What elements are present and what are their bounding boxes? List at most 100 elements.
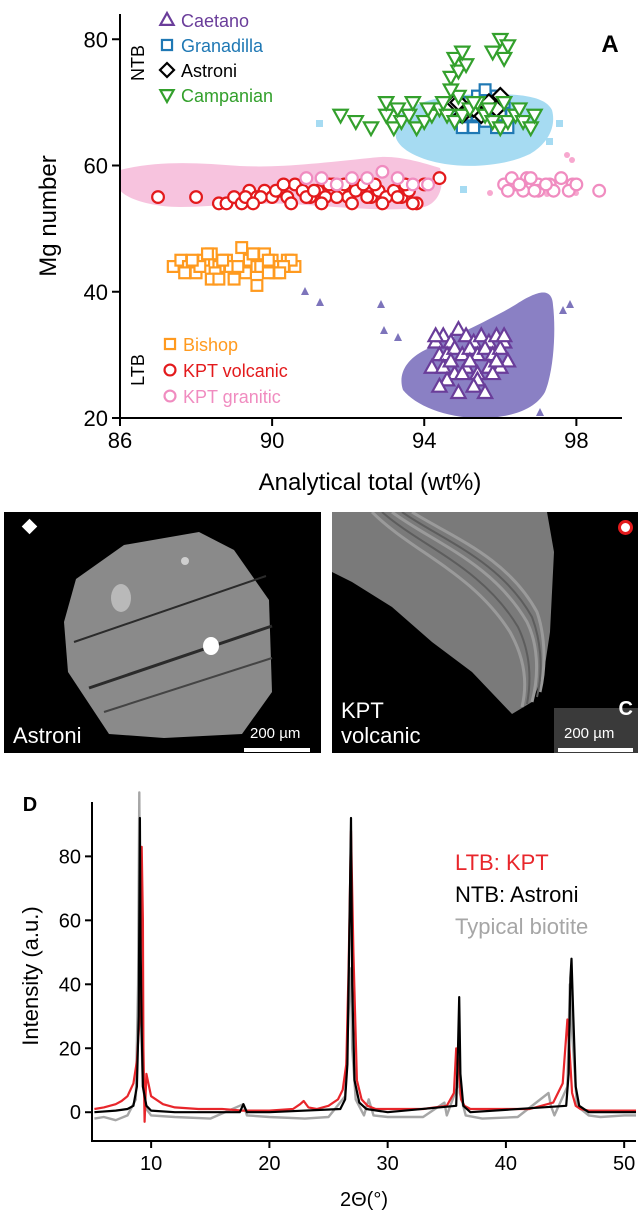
- y-tick-label: 40: [84, 280, 108, 305]
- campanian-point: [434, 96, 453, 113]
- small-dot: [564, 152, 570, 158]
- kpt-volcanic-point: [405, 196, 420, 211]
- scale-bar-label: 200 µm: [250, 725, 301, 742]
- panel-letter-a: A: [601, 31, 618, 58]
- campanian-point: [445, 51, 464, 68]
- campanian-point: [415, 114, 434, 132]
- campanian-point: [441, 83, 460, 100]
- caetano-point: [495, 326, 514, 343]
- campanian-point: [510, 102, 529, 119]
- kpt-granitic-point: [299, 171, 314, 186]
- kpt-granitic-point: [523, 171, 538, 186]
- kpt-granitic-point: [538, 177, 553, 192]
- kpt-granitic-point: [345, 171, 359, 186]
- legend: Caetano Granadilla Astroni Campanian Bishop K…: [158, 10, 288, 407]
- campanian-point: [419, 102, 438, 119]
- bishop-point: [273, 266, 287, 280]
- kpt-volcanic-point: [284, 196, 299, 211]
- y-tick-label: 60: [84, 154, 108, 179]
- xrd-series-lines: [94, 791, 636, 1123]
- y-tick-label: 20: [84, 406, 108, 431]
- caetano-point: [449, 319, 468, 336]
- small-lightblue-squares: [316, 120, 563, 193]
- campanian-point: [403, 96, 422, 113]
- bishop-point: [178, 266, 192, 280]
- small-triangle: [566, 300, 574, 308]
- legend: LTB: KPT NTB: Astroni Typical biotite: [455, 850, 588, 939]
- kpt-granitic-point: [554, 171, 569, 186]
- kpt-volcanic-point: [375, 196, 390, 211]
- campanian-point: [464, 96, 483, 113]
- kpt-volcanic-label-line1: KPT: [341, 698, 384, 723]
- kpt-volcanic-point: [307, 183, 321, 198]
- xrd-line-chart: D 10 20 30 40 50 0 20 40 60 80 Intensity (a.u.) 2…: [18, 791, 636, 1211]
- campanian-point: [479, 102, 498, 119]
- ltb-kpt-line: [94, 829, 636, 1123]
- kpt-granitic-point: [569, 177, 584, 192]
- scale-bar: [558, 748, 633, 752]
- kpt-granitic-point: [375, 164, 390, 179]
- y-axis-label: Mg number: [35, 155, 62, 276]
- granadilla-legend-marker: [160, 38, 174, 52]
- campanian-point: [453, 45, 472, 62]
- caetano-legend-label: Caetano: [181, 11, 249, 31]
- campanian-point: [441, 70, 460, 87]
- small-square: [460, 186, 467, 193]
- campanian-point: [407, 121, 426, 138]
- scatter-points: [151, 32, 607, 400]
- kpt-volcanic-micrograph: KPT volcanic C 200 µm: [332, 512, 638, 753]
- small-purple-triangles: [301, 287, 574, 416]
- small-dot: [569, 157, 575, 163]
- granadilla-legend-label: Granadilla: [181, 36, 264, 56]
- small-square: [546, 138, 553, 145]
- caetano-point: [483, 364, 502, 381]
- caetano-point: [426, 326, 445, 343]
- crystal-grain: [332, 512, 554, 714]
- astroni-image-label: Astroni: [13, 723, 82, 748]
- x-tick-label: 20: [258, 1153, 280, 1175]
- small-square: [556, 120, 563, 127]
- campanian-point: [392, 114, 411, 132]
- axes: 86 90 94 98 20 40 60 80: [84, 27, 589, 453]
- kpt-granitic-point: [421, 177, 435, 192]
- inclusion: [181, 557, 189, 565]
- kpt-volcanic-point: [390, 190, 405, 205]
- caetano-point: [430, 376, 449, 393]
- campanian-point: [498, 114, 517, 132]
- caetano-point: [498, 351, 517, 368]
- ntb-region-label: NTB: [128, 45, 148, 81]
- x-tick-label: 10: [140, 1153, 162, 1175]
- circle-icon: [618, 520, 633, 535]
- zoning-bands: [370, 512, 546, 708]
- kpt-crystal-image: [332, 512, 554, 714]
- small-triangle: [377, 300, 385, 308]
- bishop-point: [231, 260, 245, 274]
- kpt-volcanic-legend-marker: [163, 363, 177, 377]
- campanian-point: [491, 121, 510, 138]
- campanian-point: [388, 102, 407, 119]
- campanian-point: [400, 108, 419, 125]
- caetano-point: [464, 376, 483, 393]
- campanian-point: [449, 64, 468, 81]
- kpt-volcanic-point: [329, 190, 344, 205]
- kpt-granitic-point: [360, 171, 375, 186]
- x-tick-label: 86: [108, 428, 132, 453]
- small-triangle: [316, 298, 324, 306]
- caetano-point: [460, 351, 479, 368]
- kpt-granitic-legend-label: KPT granitic: [183, 387, 281, 407]
- small-triangle: [559, 306, 567, 314]
- caetano-point: [422, 357, 441, 374]
- astroni-legend-label: Astroni: [181, 61, 237, 81]
- ltb-region-label: LTB: [128, 354, 148, 386]
- campanian-point: [331, 108, 350, 125]
- granadilla-point: [467, 121, 481, 135]
- plot-frame: [119, 14, 622, 419]
- kpt-volcanic-label-line2: volcanic: [341, 723, 421, 748]
- bishop-point: [200, 247, 214, 261]
- caetano-point: [441, 351, 460, 368]
- campanian-point: [525, 108, 544, 125]
- kpt-volcanic-point: [345, 196, 359, 211]
- kpt-volcanic-point: [360, 190, 375, 205]
- small-triangle: [301, 287, 309, 295]
- ntb-astroni-line: [94, 816, 636, 1114]
